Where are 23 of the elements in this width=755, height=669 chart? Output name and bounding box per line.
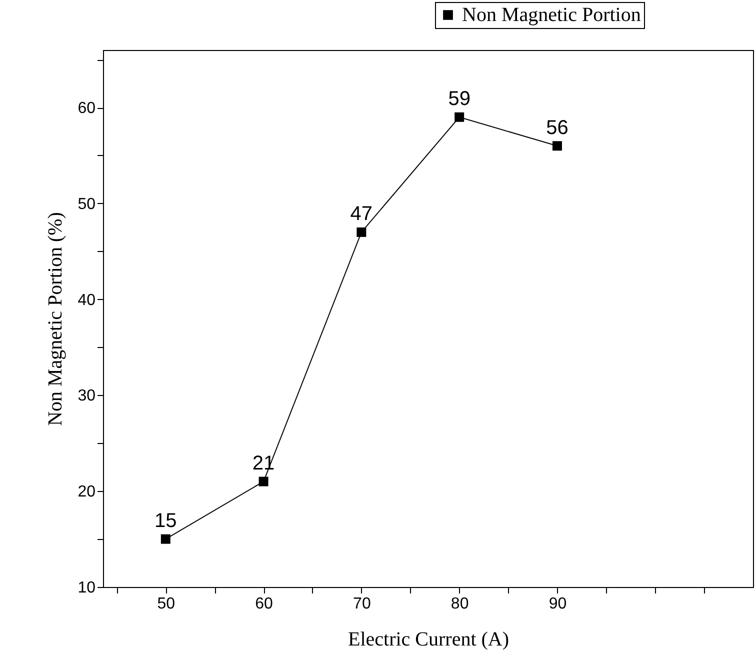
x-axis-title: Electric Current (A)	[348, 628, 510, 650]
y-tick-label: 40	[78, 292, 96, 309]
point	[552, 141, 562, 151]
point	[356, 227, 366, 237]
x-tick-label: 70	[353, 596, 371, 612]
point	[258, 476, 268, 486]
point	[454, 112, 464, 122]
point	[160, 534, 170, 544]
x-tick-label: 60	[255, 596, 274, 612]
x-tick-label: 50	[157, 596, 176, 612]
x-tick-label: 80	[450, 596, 469, 612]
data-label: 56	[546, 116, 568, 139]
y-tick-label: 10	[78, 580, 96, 596]
y-tick-label: 50	[78, 196, 96, 213]
y-tick-label: 30	[78, 388, 96, 405]
y-axis-title: Non Magnetic Portion (%)	[44, 212, 67, 426]
y-tick-label: 20	[78, 484, 96, 501]
data-label: 15	[154, 510, 177, 532]
data-label: 59	[448, 88, 470, 110]
data-label: 47	[350, 203, 373, 226]
y-tick-label: 60	[78, 100, 96, 118]
legend-label: Non Magnetic Portion	[462, 4, 641, 26]
x-tick-label: 90	[548, 596, 567, 612]
